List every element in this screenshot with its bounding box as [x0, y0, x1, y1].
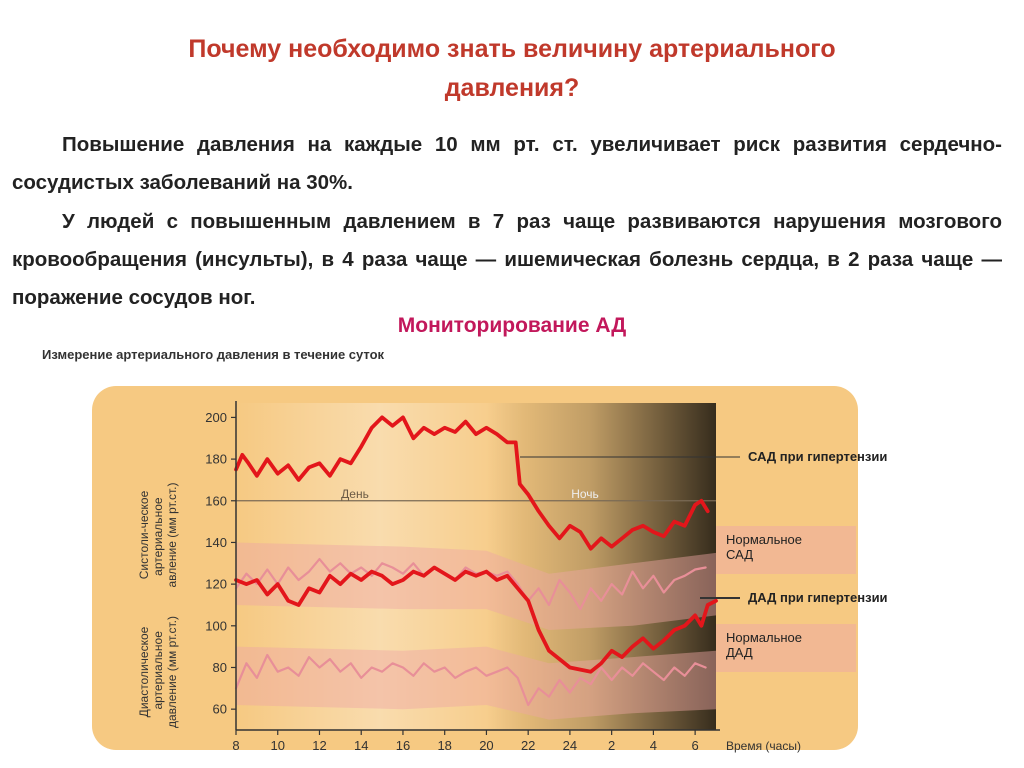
normal-bands: День Ночь — [236, 487, 716, 720]
x-tick-label: 16 — [396, 738, 410, 753]
legend: САД при гипертензии ДАД при гипертензии Но… — [520, 449, 888, 672]
x-tick-label: 4 — [650, 738, 657, 753]
complications-paragraph: У людей с повышенным давлением в 7 раз ч… — [12, 210, 1002, 309]
legend-normal-sad-line: Нормальное — [726, 532, 802, 547]
x-tick-label: 20 — [479, 738, 493, 753]
x-tick-label: 18 — [437, 738, 451, 753]
y-tick-label: 200 — [205, 410, 227, 425]
x-tick-label: 12 — [312, 738, 326, 753]
y-tick-label: 80 — [213, 660, 227, 675]
legend-normal-dad: Нормальное ДАД — [726, 630, 802, 660]
x-tick-label: 10 — [271, 738, 285, 753]
normal-band-diastolic — [236, 646, 716, 720]
y-tick-label: 140 — [205, 535, 227, 550]
legend-normal-sad-box — [716, 526, 856, 574]
systolic-axis-label-line: авление (мм рт.ст.) — [165, 482, 179, 587]
slide-title: Почему необходимо знать величину артериа… — [0, 30, 1024, 108]
y-tick-label: 180 — [205, 452, 227, 467]
section-subtitle: Мониторирование АД — [397, 314, 627, 337]
legend-normal-sad-line: САД — [726, 547, 753, 562]
legend-normal-dad-box — [716, 624, 856, 672]
risk-paragraph: Повышение давления на каждые 10 мм рт. с… — [12, 133, 1002, 194]
y-tick-label: 60 — [213, 702, 227, 717]
diastolic-axis-label-line: артериальное — [151, 631, 165, 713]
y-tick-label: 120 — [205, 577, 227, 592]
sad-hypertension-line — [234, 415, 710, 551]
legend-normal-dad-line: ДАД — [726, 645, 753, 660]
x-tick-label: 22 — [521, 738, 535, 753]
diastolic-axis-label-line: Диастолическое — [137, 626, 151, 717]
y-tick-label: 160 — [205, 493, 227, 508]
normal-band-systolic — [236, 542, 716, 630]
x-tick-label: 8 — [232, 738, 239, 753]
night-label: Ночь — [571, 487, 599, 501]
x-tick-label: 2 — [608, 738, 615, 753]
y-tick-label: 100 — [205, 618, 227, 633]
x-tick-label: 6 — [692, 738, 699, 753]
legend-normal-dad-line: Нормальное — [726, 630, 802, 645]
bp-chart: День Ночь 60 80 100 120 140 160 180 200 8 10 12 14 16… — [92, 386, 888, 753]
diastolic-axis-label-line: давление (мм рт.ст.) — [165, 616, 179, 728]
x-tick-label: 24 — [563, 738, 577, 753]
legend-sad-hypertension: САД при гипертензии — [748, 449, 887, 464]
legend-dad-hypertension: ДАД при гипертензии — [748, 590, 888, 605]
slide-title-line1: Почему необходимо знать величину артериа… — [188, 35, 836, 63]
slide-title-line2: давления? — [444, 74, 580, 102]
systolic-axis-label: Систоли-ческоеартериальное авление (мм р… — [137, 482, 179, 587]
systolic-axis-label-line: Систоли-ческое — [137, 490, 151, 579]
x-axis-label: Время (часы) — [726, 739, 801, 753]
diastolic-axis-label: Диастолическое артериальноедавление (мм … — [137, 616, 179, 728]
day-label: День — [341, 487, 369, 501]
dad-hypertension-line — [234, 565, 718, 674]
normal-dad-line — [234, 653, 707, 707]
series-lines — [234, 415, 718, 707]
legend-normal-sad: Нормальное САД — [726, 532, 802, 562]
chart-title: Измерение артериального давления в течен… — [42, 347, 385, 362]
systolic-axis-label-line: артериальное — [151, 494, 165, 576]
normal-sad-line — [234, 558, 707, 611]
x-tick-label: 14 — [354, 738, 368, 753]
